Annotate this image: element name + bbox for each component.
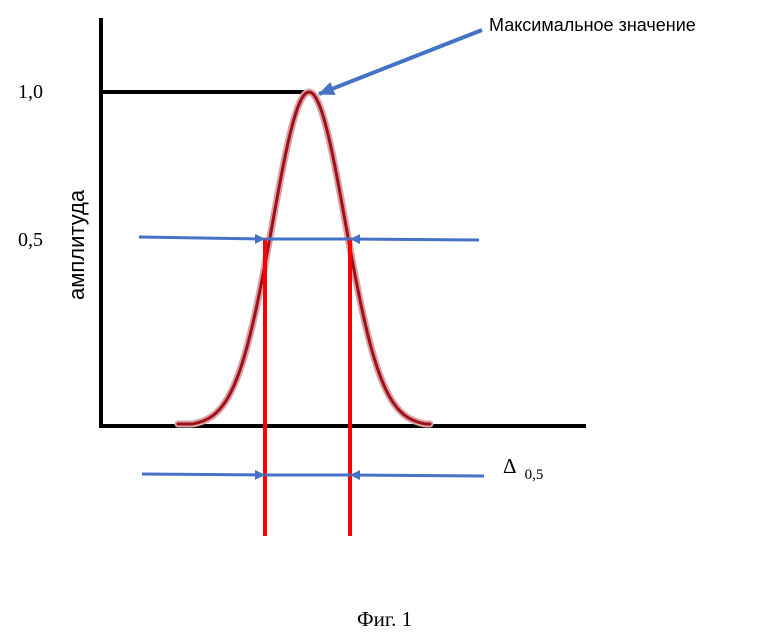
gaussian-curve-glow	[178, 92, 430, 424]
half-max-arrow-left	[139, 237, 264, 239]
width-arrow-right	[351, 475, 484, 476]
y-axis-label: амплитуда	[64, 189, 89, 300]
max-annotation-arrow	[319, 30, 482, 94]
half-max-arrow-right	[351, 239, 479, 240]
max-value-label: Максимальное значение	[489, 15, 696, 35]
figure-caption: Фиг. 1	[357, 607, 412, 631]
width-label: Δ 0,5	[503, 454, 543, 483]
y-tick-label-1: 1,0	[18, 81, 43, 103]
width-label-subscript: 0,5	[525, 467, 544, 483]
gaussian-curve	[178, 92, 430, 424]
y-tick-label-05: 0,5	[18, 229, 43, 251]
half-max-width-diagram: Максимальное значение 1,0 0,5 амплитуда …	[0, 0, 780, 640]
width-label-delta: Δ	[503, 454, 516, 478]
width-arrow-left	[142, 474, 264, 475]
